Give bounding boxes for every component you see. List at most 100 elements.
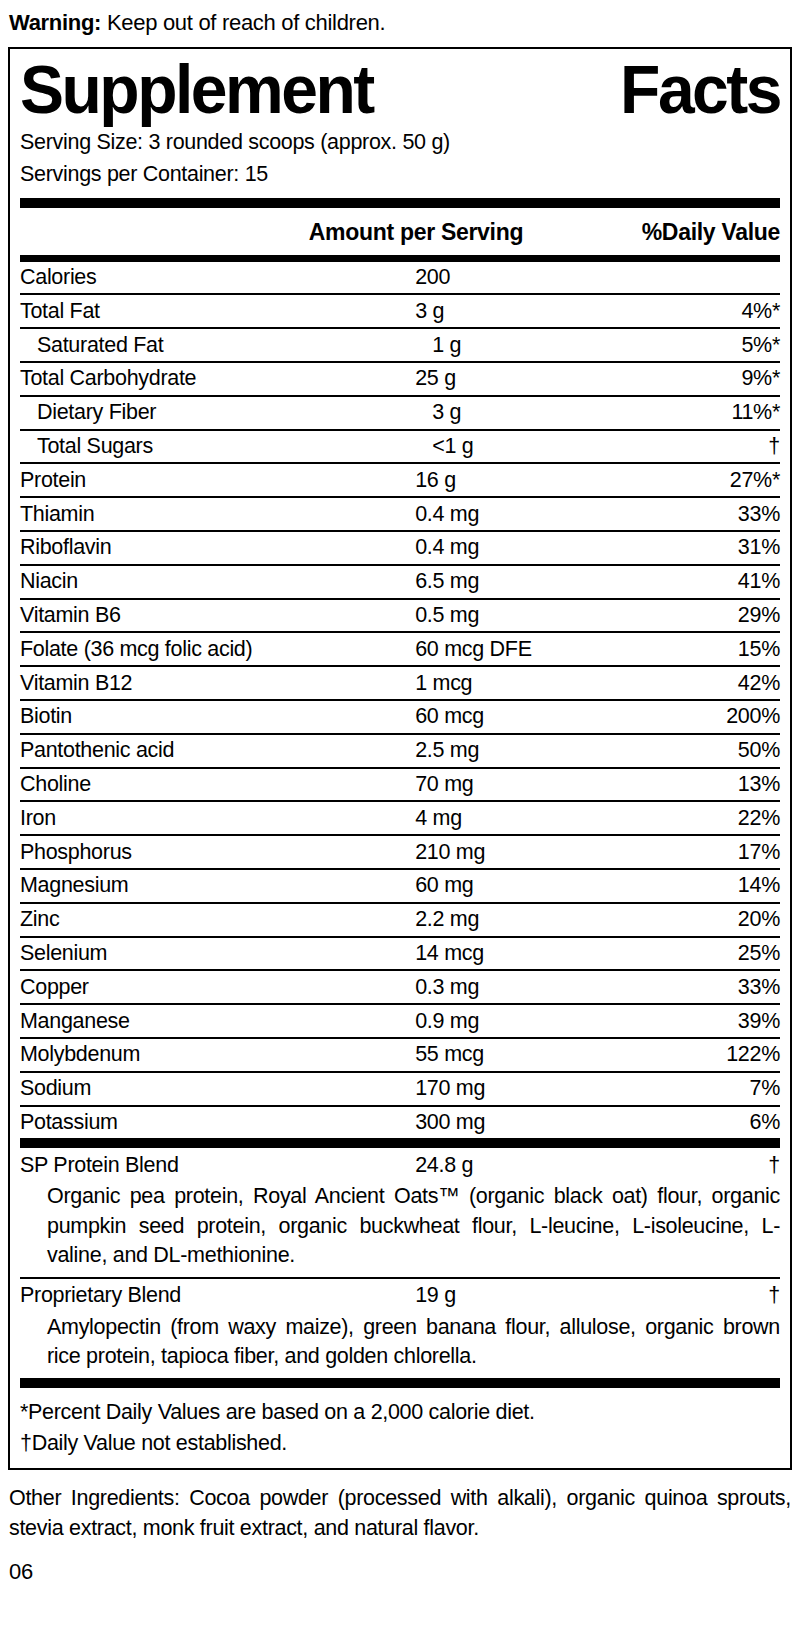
blend-amount: 19 g — [415, 1283, 768, 1308]
nutrient-row: Selenium 14 mcg 25% — [20, 938, 780, 972]
nutrient-row: Vitamin B12 1 mcg 42% — [20, 667, 780, 701]
nutrient-name: Calories — [20, 265, 415, 290]
nutrient-amount: 2.2 mg — [415, 907, 738, 932]
nutrient-rows: Calories 200 Total Fat 3 g 4%* Saturated… — [20, 262, 780, 1139]
blend-row: Proprietary Blend 19 g † — [20, 1277, 780, 1313]
nutrient-daily-value: 11%* — [731, 400, 780, 425]
nutrient-row: Total Sugars <1 g † — [20, 431, 780, 465]
nutrient-daily-value: 200% — [726, 704, 780, 729]
nutrient-row: Pantothenic acid 2.5 mg 50% — [20, 735, 780, 769]
divider-bar-footnotes — [20, 1378, 780, 1388]
nutrient-daily-value: 25% — [738, 941, 780, 966]
blend-name: Proprietary Blend — [20, 1283, 415, 1308]
nutrient-row: Zinc 2.2 mg 20% — [20, 904, 780, 938]
nutrient-amount: 210 mg — [415, 840, 738, 865]
nutrient-row: Molybdenum 55 mcg 122% — [20, 1039, 780, 1073]
blend-sections: SP Protein Blend 24.8 g † Organic pea pr… — [20, 1148, 780, 1372]
blend-row: SP Protein Blend 24.8 g † — [20, 1148, 780, 1182]
nutrient-amount: 0.9 mg — [415, 1009, 738, 1034]
nutrient-amount: 0.4 mg — [415, 535, 738, 560]
warning-text: Keep out of reach of children. — [107, 10, 385, 35]
nutrient-amount: 60 mcg DFE — [415, 637, 738, 662]
nutrient-amount: 1 mcg — [415, 671, 738, 696]
nutrient-amount: 60 mcg — [415, 704, 726, 729]
nutrient-amount: 4 mg — [415, 806, 738, 831]
nutrient-amount: 3 g — [432, 400, 731, 425]
nutrient-amount: 300 mg — [415, 1110, 749, 1135]
divider-bar-top — [20, 198, 780, 208]
nutrient-daily-value: 4%* — [741, 299, 780, 324]
nutrient-daily-value: 7% — [750, 1076, 780, 1101]
nutrient-amount: 0.5 mg — [415, 603, 738, 628]
nutrient-name: Copper — [20, 975, 415, 1000]
nutrient-row: Magnesium 60 mg 14% — [20, 870, 780, 904]
divider-bar-header — [20, 255, 780, 262]
nutrient-row: Folate (36 mcg folic acid) 60 mcg DFE 15… — [20, 633, 780, 667]
panel-title: Supplement Facts — [20, 55, 780, 125]
title-word-supplement: Supplement — [20, 55, 373, 125]
nutrient-daily-value: 27%* — [730, 468, 780, 493]
nutrient-name: Zinc — [20, 907, 415, 932]
serving-size: Serving Size: 3 rounded scoops (approx. … — [20, 129, 780, 157]
warning-line: Warning: Keep out of reach of children. — [9, 10, 792, 36]
nutrient-amount: 3 g — [415, 299, 741, 324]
nutrient-amount: 16 g — [415, 468, 730, 493]
nutrient-daily-value: 17% — [738, 840, 780, 865]
divider-bar-minerals — [20, 1138, 780, 1148]
nutrient-amount: 60 mg — [415, 873, 738, 898]
nutrient-row: Thiamin 0.4 mg 33% — [20, 498, 780, 532]
nutrient-row: Vitamin B6 0.5 mg 29% — [20, 600, 780, 634]
blend-section: SP Protein Blend 24.8 g † Organic pea pr… — [20, 1148, 780, 1271]
nutrient-daily-value: 29% — [738, 603, 780, 628]
nutrient-row: Calories 200 — [20, 262, 780, 296]
nutrient-name: Molybdenum — [20, 1042, 415, 1067]
warning-label: Warning: — [9, 10, 101, 35]
amount-column-header: Amount per Serving — [309, 219, 523, 246]
daily-value-column-header: %Daily Value — [642, 219, 780, 246]
nutrient-name: Selenium — [20, 941, 415, 966]
page-number: 06 — [9, 1559, 792, 1585]
nutrient-amount: 55 mcg — [415, 1042, 726, 1067]
nutrient-daily-value: 6% — [750, 1110, 780, 1135]
nutrient-row: Iron 4 mg 22% — [20, 802, 780, 836]
nutrient-name: Manganese — [20, 1009, 415, 1034]
blend-description: Organic pea protein, Royal Ancient Oats™… — [20, 1182, 780, 1271]
other-ingredients: Other Ingredients: Cocoa powder (process… — [9, 1483, 791, 1543]
nutrient-name: Phosphorus — [20, 840, 415, 865]
nutrient-daily-value: 39% — [738, 1009, 780, 1034]
blend-description: Amylopectin (from waxy maize), green ban… — [20, 1313, 780, 1372]
nutrient-row: Potassium 300 mg 6% — [20, 1107, 780, 1139]
nutrient-amount: 1 g — [432, 333, 741, 358]
nutrient-name: Biotin — [20, 704, 415, 729]
nutrient-name: Niacin — [20, 569, 415, 594]
nutrient-name: Thiamin — [20, 502, 415, 527]
nutrient-name: Total Sugars — [20, 434, 432, 459]
nutrient-daily-value: 22% — [738, 806, 780, 831]
nutrient-name: Saturated Fat — [20, 333, 432, 358]
nutrient-row: Manganese 0.9 mg 39% — [20, 1005, 780, 1039]
supplement-facts-panel: Supplement Facts Serving Size: 3 rounded… — [8, 47, 792, 1469]
footnotes: *Percent Daily Values are based on a 2,0… — [20, 1388, 780, 1459]
nutrient-name: Magnesium — [20, 873, 415, 898]
nutrient-name: Sodium — [20, 1076, 415, 1101]
nutrient-row: Protein 16 g 27%* — [20, 464, 780, 498]
nutrient-row: Copper 0.3 mg 33% — [20, 971, 780, 1005]
nutrient-daily-value: 42% — [738, 671, 780, 696]
nutrient-daily-value: 50% — [738, 738, 780, 763]
nutrient-name: Riboflavin — [20, 535, 415, 560]
nutrient-amount: 170 mg — [415, 1076, 749, 1101]
nutrient-row: Riboflavin 0.4 mg 31% — [20, 532, 780, 566]
nutrient-row: Dietary Fiber 3 g 11%* — [20, 397, 780, 431]
nutrient-name: Pantothenic acid — [20, 738, 415, 763]
footnote-percent-dv: *Percent Daily Values are based on a 2,0… — [20, 1397, 780, 1428]
nutrient-name: Dietary Fiber — [20, 400, 432, 425]
label-page: Warning: Keep out of reach of children. … — [0, 0, 800, 1647]
nutrient-daily-value: 33% — [738, 502, 780, 527]
nutrient-daily-value: 31% — [738, 535, 780, 560]
nutrient-name: Protein — [20, 468, 415, 493]
blend-name: SP Protein Blend — [20, 1153, 415, 1178]
blend-daily-value: † — [768, 1283, 780, 1308]
column-header-row: Amount per Serving %Daily Value — [20, 208, 780, 255]
nutrient-daily-value: 14% — [738, 873, 780, 898]
nutrient-daily-value: 5%* — [741, 333, 780, 358]
